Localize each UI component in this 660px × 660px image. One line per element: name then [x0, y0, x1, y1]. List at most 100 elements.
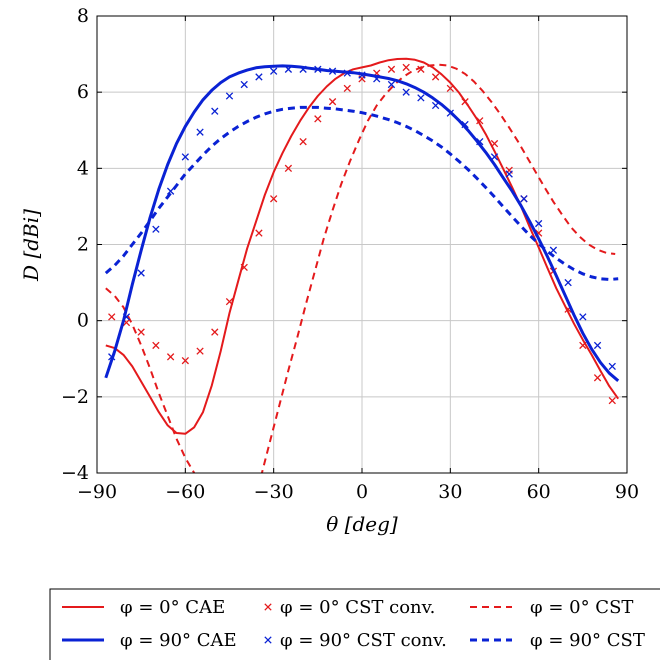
data-point: [593, 341, 602, 350]
data-point: [431, 73, 440, 81]
data-point: [137, 328, 145, 336]
legend-label: φ = 0° CST: [530, 597, 633, 618]
data-point: [431, 101, 440, 110]
data-point: [461, 120, 469, 129]
data-point: [579, 313, 587, 321]
data-point: [255, 73, 263, 81]
data-point: [417, 65, 425, 73]
data-point: [314, 115, 322, 123]
data-point: [387, 65, 396, 73]
series-3-line: [105, 287, 196, 473]
legend-label: φ = 0° CAE: [120, 597, 225, 618]
data-point: [108, 313, 116, 321]
legend: φ = 0° CAE φ = 0° CST conv. φ = 0° CST φ = …: [49, 588, 660, 660]
data-point: [490, 153, 499, 161]
data-point: [476, 117, 484, 125]
data-point: [270, 195, 278, 203]
data-point: [240, 263, 248, 272]
x-tick-label: −90: [77, 481, 117, 503]
legend-box: [49, 588, 660, 660]
data-point: [343, 84, 351, 93]
legend-symbol: [264, 636, 272, 644]
data-point: [549, 246, 558, 254]
series-6-line: [104, 105, 619, 282]
data-point: [284, 65, 293, 73]
data-point: [166, 187, 175, 195]
y-tick-label: 6: [77, 81, 89, 103]
series-layer: [104, 57, 620, 473]
series-1-line: [105, 57, 620, 435]
legend-item-6: φ = 90° CST: [470, 630, 645, 651]
legend-label: φ = 90° CAE: [120, 630, 237, 651]
x-tick-label: 30: [438, 481, 462, 503]
legend-label: φ = 90° CST conv.: [280, 630, 447, 651]
data-point: [225, 297, 234, 306]
legend-label: φ = 0° CST conv.: [280, 597, 435, 618]
legend-item-4: φ = 90° CAE: [62, 630, 237, 651]
data-point: [166, 353, 175, 361]
data-point: [270, 67, 278, 75]
data-point: [299, 138, 307, 146]
y-tick-label: 2: [77, 234, 89, 256]
legend-item-5: φ = 90° CST conv.: [264, 630, 447, 651]
x-tick-label: −30: [254, 481, 294, 503]
data-point: [196, 347, 204, 355]
x-tick-label: 0: [356, 481, 368, 503]
data-point: [181, 356, 189, 365]
data-point: [152, 225, 160, 233]
data-point: [373, 75, 381, 83]
y-tick-label: −4: [61, 462, 89, 484]
data-point: [240, 80, 248, 89]
legend-item-1: φ = 0° CAE: [62, 597, 225, 618]
axis-ticks: −90 −60 −30 0 30 60 90 −4 −2 0 2 4 6 8: [61, 5, 639, 503]
x-tick-label: −60: [165, 481, 205, 503]
data-point: [328, 67, 337, 75]
data-point: [490, 139, 499, 148]
series-3-line: [260, 63, 616, 473]
data-point: [196, 128, 204, 136]
data-point: [564, 278, 572, 287]
y-tick-label: −2: [61, 386, 89, 408]
y-tick-label: 0: [77, 310, 89, 332]
data-point: [535, 219, 543, 228]
data-point: [358, 71, 366, 79]
grid-lines: [96, 15, 628, 474]
legend-item-3: φ = 0° CST: [470, 597, 633, 618]
data-point: [446, 109, 454, 117]
x-axis-label: θ [deg]: [326, 512, 398, 536]
data-point: [520, 195, 528, 203]
data-point: [152, 341, 160, 350]
y-axis-label: D [dBi]: [19, 209, 43, 282]
y-tick-label: 8: [77, 5, 89, 27]
data-point: [108, 353, 116, 361]
data-point: [505, 170, 513, 178]
data-point: [476, 138, 484, 146]
legend-symbol: [264, 603, 272, 611]
data-point: [314, 65, 322, 73]
data-point: [137, 269, 145, 277]
legend-item-2: φ = 0° CST conv.: [264, 597, 435, 618]
series-5-markers: [108, 65, 616, 371]
data-point: [402, 88, 410, 96]
data-point: [255, 229, 263, 237]
data-point: [211, 107, 219, 115]
data-point: [225, 92, 234, 100]
data-point: [608, 396, 616, 405]
data-point: [417, 94, 425, 102]
data-point: [343, 69, 351, 77]
data-point: [446, 84, 454, 93]
series-4-line: [104, 64, 620, 382]
data-point: [608, 362, 616, 371]
data-point: [402, 63, 410, 72]
data-point: [299, 65, 307, 73]
legend-label: φ = 90° CST: [530, 630, 645, 651]
data-point: [461, 98, 469, 106]
data-point: [181, 153, 189, 161]
data-point: [593, 374, 602, 382]
series-2-markers: [108, 63, 616, 405]
data-point: [328, 98, 337, 106]
data-point: [211, 328, 219, 336]
data-point: [122, 313, 131, 321]
x-tick-label: 90: [615, 481, 639, 503]
